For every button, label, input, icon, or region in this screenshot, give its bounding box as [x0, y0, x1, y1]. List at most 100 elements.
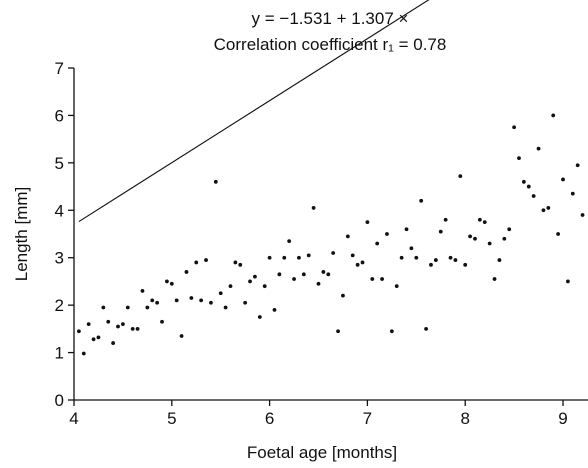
- data-point: [130, 326, 135, 331]
- data-point: [194, 260, 199, 265]
- data-point: [169, 281, 174, 286]
- axes: [73, 68, 588, 401]
- data-point: [433, 258, 438, 262]
- data-point: [199, 298, 204, 303]
- data-point: [233, 260, 238, 265]
- data-point: [243, 300, 248, 305]
- data-point: [223, 305, 228, 310]
- data-point: [375, 241, 380, 246]
- y-tick-label: 0: [55, 391, 64, 410]
- data-point: [360, 260, 365, 265]
- data-point: [551, 113, 556, 118]
- data-point: [174, 298, 179, 303]
- data-point: [238, 262, 243, 267]
- data-point: [502, 236, 507, 241]
- data-point: [209, 300, 213, 305]
- data-point: [556, 232, 561, 236]
- data-point: [184, 270, 189, 274]
- data-point: [561, 177, 565, 182]
- data-point: [311, 206, 316, 210]
- data-point: [365, 220, 370, 225]
- data-point: [521, 179, 526, 184]
- data-point: [404, 227, 409, 232]
- data-point: [443, 217, 448, 222]
- data-point: [399, 255, 404, 260]
- data-point: [331, 251, 336, 255]
- data-point: [546, 206, 551, 210]
- data-point: [316, 281, 321, 286]
- data-point: [292, 277, 296, 281]
- x-tick-label: 7: [363, 409, 372, 428]
- data-point: [287, 239, 292, 244]
- data-point: [267, 255, 272, 260]
- data-point: [321, 270, 326, 274]
- data-point: [248, 279, 252, 284]
- data-point: [336, 329, 340, 334]
- data-point: [345, 234, 350, 239]
- data-point: [477, 217, 482, 222]
- data-point: [96, 335, 101, 340]
- y-tick-label: 2: [55, 296, 64, 315]
- data-point: [497, 258, 502, 262]
- x-tick-label: 6: [265, 409, 274, 428]
- ticks: 0 1 2 3 4 5 6 7 4 5 6 7 8 9: [55, 59, 568, 428]
- data-point: [438, 229, 443, 234]
- data-point: [121, 322, 125, 327]
- data-point: [414, 255, 419, 260]
- data-point: [150, 298, 155, 303]
- points-group: [76, 113, 585, 356]
- data-point: [458, 174, 463, 179]
- y-tick-label: 5: [55, 154, 64, 173]
- data-point: [536, 146, 541, 151]
- y-tick-label: 7: [55, 59, 64, 78]
- data-point: [473, 236, 477, 241]
- data-point: [116, 324, 120, 329]
- data-point: [91, 337, 96, 342]
- data-point: [389, 329, 394, 334]
- data-point: [76, 329, 81, 334]
- chart-title: y = −1.531 + 1.307 ×: [252, 9, 409, 28]
- x-tick-label: 5: [167, 409, 176, 428]
- y-tick-label: 4: [55, 201, 64, 220]
- regression-line: [78, 0, 430, 223]
- y-tick-label: 1: [55, 344, 64, 363]
- data-point: [297, 255, 301, 260]
- y-tick-label: 3: [55, 249, 64, 268]
- data-point: [385, 232, 389, 236]
- data-point: [301, 272, 306, 277]
- data-point: [580, 213, 585, 217]
- data-point: [341, 293, 345, 298]
- regression-group: [78, 0, 430, 223]
- data-point: [453, 258, 458, 262]
- data-point: [218, 291, 223, 296]
- data-point: [380, 277, 384, 281]
- data-point: [135, 326, 140, 331]
- data-point: [326, 272, 331, 277]
- data-point: [140, 289, 145, 293]
- data-point: [463, 262, 468, 267]
- data-point: [448, 255, 453, 260]
- data-point: [370, 277, 375, 281]
- data-point: [101, 305, 106, 310]
- data-point: [306, 253, 311, 258]
- data-point: [526, 184, 531, 189]
- data-point: [575, 163, 580, 168]
- data-point: [419, 198, 424, 203]
- data-point: [492, 277, 497, 281]
- data-point: [570, 191, 575, 196]
- data-point: [512, 125, 516, 130]
- y-axis-title: Length [mm]: [12, 187, 31, 282]
- data-point: [189, 296, 194, 300]
- data-point: [468, 234, 472, 239]
- data-point: [213, 179, 218, 184]
- data-point: [277, 272, 282, 277]
- data-point: [517, 156, 521, 161]
- x-tick-label: 8: [460, 409, 469, 428]
- data-point: [541, 208, 546, 213]
- data-point: [106, 319, 111, 324]
- data-point: [204, 258, 208, 262]
- data-point: [350, 253, 355, 258]
- data-point: [531, 194, 536, 198]
- data-point: [228, 284, 233, 289]
